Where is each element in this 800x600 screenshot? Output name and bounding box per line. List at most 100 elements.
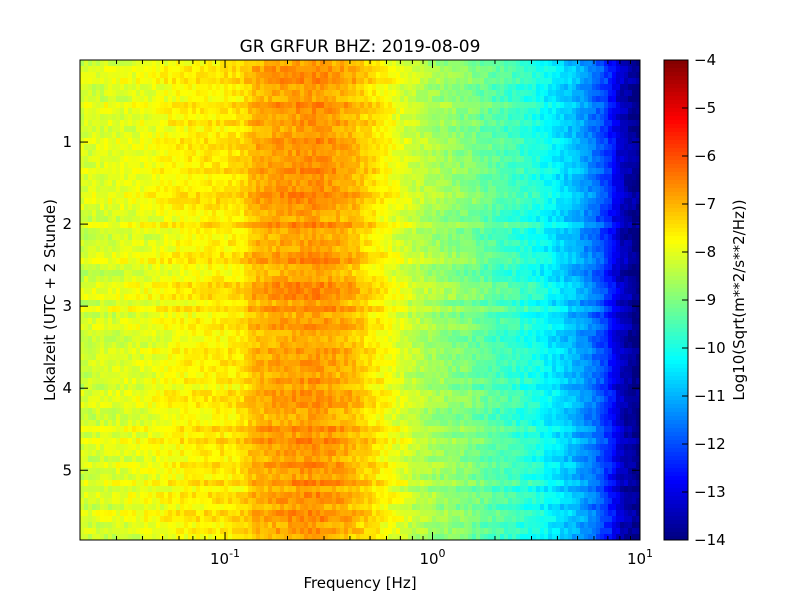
heatmap-cell [392,174,397,181]
heatmap-cell [472,222,477,229]
heatmap-cell [260,150,265,157]
heatmap-cell [212,114,217,121]
heatmap-cell [268,60,273,67]
heatmap-cell [416,258,421,265]
heatmap-cell [596,120,601,127]
heatmap-cell [288,210,293,217]
heatmap-cell [484,174,489,181]
heatmap-cell [444,186,449,193]
heatmap-cell [220,234,225,241]
heatmap-cell [232,120,237,127]
heatmap-cell [548,84,553,91]
heatmap-cell [504,216,509,223]
heatmap-cell [296,264,301,271]
heatmap-cell [564,240,569,247]
heatmap-cell [144,192,149,199]
heatmap-cell [400,198,405,205]
heatmap-cell [272,144,277,151]
heatmap-cell [228,168,233,175]
heatmap-cell [316,198,321,205]
heatmap-cell [428,198,433,205]
heatmap-cell [516,150,521,157]
heatmap-cell [180,60,185,67]
heatmap-cell [92,210,97,217]
heatmap-cell [168,258,173,265]
heatmap-cell [128,168,133,175]
heatmap-cell [440,96,445,103]
heatmap-cell [224,126,229,133]
heatmap-cell [560,156,565,163]
heatmap-cell [556,108,561,115]
heatmap-cell [636,252,641,259]
heatmap-cell [512,210,517,217]
heatmap-cell [192,246,197,253]
heatmap-cell [92,180,97,187]
heatmap-cell [168,132,173,139]
heatmap-cell [212,84,217,91]
heatmap-cell [452,144,457,151]
heatmap-cell [284,192,289,199]
heatmap-cell [292,252,297,259]
heatmap-cell [128,264,133,271]
heatmap-cell [236,252,241,259]
heatmap-cell [132,264,137,271]
heatmap-cell [272,102,277,109]
heatmap-cell [108,150,113,157]
heatmap-cell [232,192,237,199]
heatmap-cell [488,252,493,259]
heatmap-cell [260,60,265,67]
heatmap-cell [244,72,249,79]
heatmap-cell [540,72,545,79]
heatmap-cell [556,240,561,247]
heatmap-cell [448,102,453,109]
heatmap-cell [612,216,617,223]
heatmap-cell [408,96,413,103]
heatmap-cell [300,168,305,175]
heatmap-cell [144,204,149,211]
heatmap-cell [288,132,293,139]
heatmap-cell [124,126,129,133]
heatmap-cell [508,102,513,109]
heatmap-cell [488,72,493,79]
heatmap-cell [156,174,161,181]
heatmap-cell [252,246,257,253]
heatmap-cell [184,138,189,145]
heatmap-cell [580,144,585,151]
heatmap-cell [172,168,177,175]
heatmap-cell [140,144,145,151]
heatmap-cell [604,114,609,121]
heatmap-cell [216,234,221,241]
heatmap-cell [144,210,149,217]
heatmap-cell [504,240,509,247]
heatmap-cell [392,66,397,73]
heatmap-cell [228,150,233,157]
heatmap-cell [432,192,437,199]
heatmap-cell [312,264,317,271]
heatmap-cell [624,60,629,67]
heatmap-cell [532,162,537,169]
heatmap-cell [332,252,337,259]
heatmap-cell [540,144,545,151]
heatmap-cell [220,174,225,181]
heatmap-cell [636,174,641,181]
heatmap-cell [240,240,245,247]
heatmap-cell [168,126,173,133]
heatmap-cell [136,180,141,187]
heatmap-cell [268,258,273,265]
heatmap-cell [300,126,305,133]
heatmap-cell [500,84,505,91]
heatmap-cell [296,258,301,265]
heatmap-cell [608,162,613,169]
heatmap-cell [560,60,565,67]
heatmap-cell [92,264,97,271]
heatmap-cell [88,108,93,115]
heatmap-cell [264,90,269,97]
heatmap-cell [392,90,397,97]
heatmap-cell [436,162,441,169]
heatmap-cell [388,144,393,151]
heatmap-cell [252,180,257,187]
heatmap-cell [388,96,393,103]
heatmap-cell [584,120,589,127]
heatmap-cell [488,162,493,169]
heatmap-cell [328,264,333,271]
